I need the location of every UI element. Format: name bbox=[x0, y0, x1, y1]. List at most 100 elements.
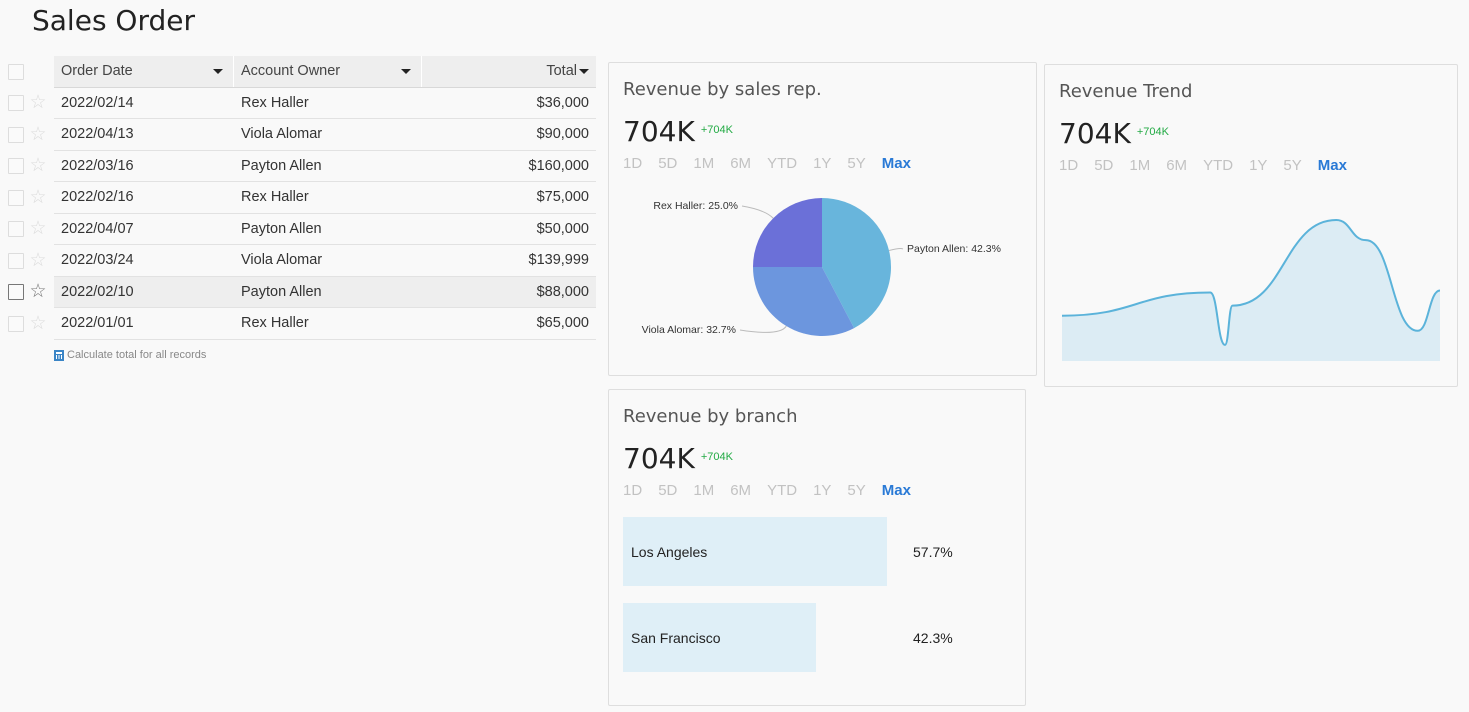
cell-account-owner[interactable]: Rex Haller bbox=[241, 94, 309, 111]
cell-order-date: 2022/01/01 bbox=[61, 315, 134, 332]
star-icon[interactable]: ☆ bbox=[29, 281, 47, 303]
star-icon[interactable]: ☆ bbox=[29, 123, 47, 145]
cell-account-owner[interactable]: Viola Alomar bbox=[241, 126, 323, 143]
range-6m[interactable]: 6M bbox=[1166, 157, 1188, 174]
trend-line bbox=[1061, 219, 1441, 346]
star-icon[interactable]: ☆ bbox=[29, 249, 47, 271]
cell-account-owner[interactable]: Payton Allen bbox=[241, 220, 322, 237]
range-6m[interactable]: 6M bbox=[730, 482, 752, 499]
star-icon[interactable]: ☆ bbox=[29, 218, 47, 240]
revenue-by-branch-card: Revenue by branch 704K +704K 1D 5D 1M 6M YTD… bbox=[608, 389, 1026, 706]
table-row[interactable]: ☆ 2022/03/16 Payton Allen $160,000 bbox=[4, 151, 596, 182]
cell-order-date: 2022/02/14 bbox=[61, 94, 134, 111]
branch-bar-value: 57.7% bbox=[913, 543, 953, 560]
cell-order-date: 2022/03/16 bbox=[61, 157, 134, 174]
table-row[interactable]: ☆ 2022/02/14 Rex Haller $36,000 bbox=[4, 88, 596, 119]
card-title: Revenue Trend bbox=[1059, 81, 1193, 102]
range-1d[interactable]: 1D bbox=[623, 482, 643, 499]
range-max[interactable]: Max bbox=[881, 155, 911, 172]
calculator-icon bbox=[54, 349, 64, 361]
kpi-value: 704K bbox=[1059, 117, 1131, 150]
range-5y[interactable]: 5Y bbox=[847, 482, 866, 499]
range-1d[interactable]: 1D bbox=[1059, 157, 1079, 174]
row-checkbox[interactable] bbox=[8, 252, 24, 269]
branch-bar-row[interactable]: Los Angeles 57.7% bbox=[623, 517, 1013, 586]
star-icon[interactable]: ☆ bbox=[29, 312, 47, 334]
cell-account-owner[interactable]: Rex Haller bbox=[241, 189, 309, 206]
cell-order-date: 2022/04/07 bbox=[61, 220, 134, 237]
caret-down-icon[interactable] bbox=[401, 68, 411, 74]
range-5y[interactable]: 5Y bbox=[847, 155, 866, 172]
pie-leader-line bbox=[888, 248, 904, 251]
cell-total: $65,000 bbox=[536, 315, 589, 332]
branch-bar-row[interactable]: San Francisco 42.3% bbox=[623, 603, 1013, 672]
cell-total: $160,000 bbox=[528, 157, 589, 174]
kpi-delta: +704K bbox=[1136, 126, 1169, 138]
row-checkbox[interactable] bbox=[8, 315, 24, 332]
table-row[interactable]: ☆ 2022/04/13 Viola Alomar $90,000 bbox=[4, 119, 596, 151]
caret-down-icon[interactable] bbox=[213, 68, 223, 74]
range-ytd[interactable]: YTD bbox=[1203, 157, 1234, 174]
row-checkbox[interactable] bbox=[8, 158, 24, 175]
range-6m[interactable]: 6M bbox=[730, 155, 752, 172]
star-icon[interactable]: ☆ bbox=[29, 92, 47, 114]
cell-order-date: 2022/02/10 bbox=[61, 283, 134, 300]
row-checkbox[interactable] bbox=[8, 221, 24, 238]
calculate-total-link[interactable]: Calculate total for all records bbox=[54, 349, 206, 361]
range-ytd[interactable]: YTD bbox=[767, 155, 798, 172]
cell-total: $36,000 bbox=[536, 94, 589, 111]
select-all-checkbox[interactable] bbox=[8, 63, 24, 80]
pie-slice-rex-haller[interactable] bbox=[753, 198, 822, 267]
caret-down-icon[interactable] bbox=[579, 68, 589, 74]
pie-slice-viola-alomar[interactable] bbox=[753, 267, 855, 337]
range-1m[interactable]: 1M bbox=[693, 482, 715, 499]
range-1m[interactable]: 1M bbox=[1129, 157, 1151, 174]
branch-bar-label: Los Angeles bbox=[631, 543, 708, 560]
table-row[interactable]: ☆ 2022/04/07 Payton Allen $50,000 bbox=[4, 214, 596, 245]
pie-chart: Payton Allen: 42.3% Viola Alomar: 32.7% Re… bbox=[642, 198, 1001, 337]
range-5y[interactable]: 5Y bbox=[1283, 157, 1302, 174]
kpi-delta: +704K bbox=[700, 451, 733, 463]
range-1y[interactable]: 1Y bbox=[813, 155, 832, 172]
row-checkbox[interactable] bbox=[8, 189, 24, 206]
star-icon[interactable]: ☆ bbox=[29, 186, 47, 208]
trend-area-fill bbox=[1062, 220, 1440, 361]
cell-order-date: 2022/04/13 bbox=[61, 126, 134, 143]
row-checkbox[interactable] bbox=[8, 284, 24, 301]
range-5d[interactable]: 5D bbox=[1094, 157, 1114, 174]
cell-account-owner[interactable]: Viola Alomar bbox=[241, 252, 323, 269]
column-header-account-owner[interactable]: Account Owner bbox=[234, 56, 422, 87]
cell-account-owner[interactable]: Payton Allen bbox=[241, 283, 322, 300]
column-header-total[interactable]: Total bbox=[422, 63, 596, 79]
range-selector: 1D 5D 1M 6M YTD 1Y 5Y Max bbox=[623, 155, 927, 172]
kpi-value: 704K bbox=[623, 115, 695, 148]
range-max[interactable]: Max bbox=[1317, 157, 1347, 174]
pie-label: Payton Allen: 42.3% bbox=[907, 243, 1001, 255]
row-checkbox[interactable] bbox=[8, 95, 24, 112]
range-1m[interactable]: 1M bbox=[693, 155, 715, 172]
cell-total: $139,999 bbox=[528, 252, 589, 269]
column-header-order-date[interactable]: Order Date bbox=[54, 56, 234, 87]
table-row[interactable]: ☆ 2022/03/24 Viola Alomar $139,999 bbox=[4, 245, 596, 277]
cell-total: $50,000 bbox=[536, 220, 589, 237]
range-ytd[interactable]: YTD bbox=[767, 482, 798, 499]
range-1y[interactable]: 1Y bbox=[813, 482, 832, 499]
cell-account-owner[interactable]: Rex Haller bbox=[241, 315, 309, 332]
table-row[interactable]: ☆ 2022/02/10 Payton Allen $88,000 bbox=[4, 276, 596, 308]
range-max[interactable]: Max bbox=[881, 482, 911, 499]
range-5d[interactable]: 5D bbox=[658, 482, 678, 499]
row-checkbox[interactable] bbox=[8, 126, 24, 143]
pie-slice-payton-allen[interactable] bbox=[822, 198, 892, 329]
table-row[interactable]: ☆ 2022/01/01 Rex Haller $65,000 bbox=[4, 308, 596, 340]
range-1y[interactable]: 1Y bbox=[1249, 157, 1268, 174]
pie-label: Viola Alomar: 32.7% bbox=[642, 324, 736, 336]
cell-order-date: 2022/03/24 bbox=[61, 252, 134, 269]
star-icon[interactable]: ☆ bbox=[29, 155, 47, 177]
range-1d[interactable]: 1D bbox=[623, 155, 643, 172]
range-selector: 1D 5D 1M 6M YTD 1Y 5Y Max bbox=[623, 482, 927, 499]
cell-account-owner[interactable]: Payton Allen bbox=[241, 157, 322, 174]
range-5d[interactable]: 5D bbox=[658, 155, 678, 172]
table-row[interactable]: ☆ 2022/02/16 Rex Haller $75,000 bbox=[4, 182, 596, 214]
range-selector: 1D 5D 1M 6M YTD 1Y 5Y Max bbox=[1059, 157, 1363, 174]
cell-order-date: 2022/02/16 bbox=[61, 189, 134, 206]
